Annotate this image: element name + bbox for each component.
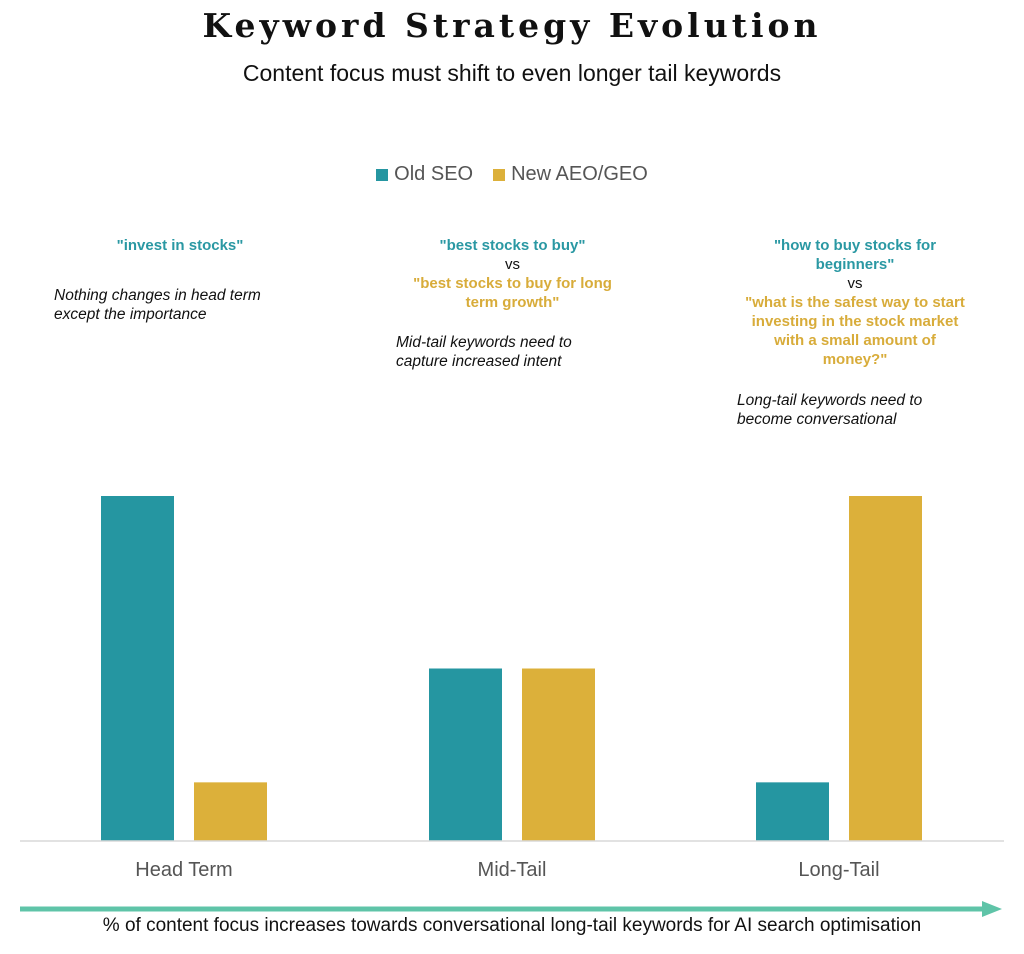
- progress-arrow-head: [982, 901, 1002, 917]
- bar-new-aeo-geo-mid-tail: [522, 668, 595, 841]
- chart-subtitle: Content focus must shift to even longer …: [242, 60, 782, 86]
- note-head-term: Nothing changes in head term except the …: [54, 287, 261, 323]
- keyword-old-mid: "best stocks to buy": [439, 237, 586, 254]
- keyword-new-long: "what is the safest way to start investi…: [745, 294, 965, 368]
- x-tick-label-mid-tail: Mid-Tail: [478, 859, 547, 881]
- legend: Old SEO New AEO/GEO: [0, 163, 1024, 186]
- legend-item-new: New AEO/GEO: [493, 163, 648, 186]
- annotation-long-tail: "how to buy stocks for beginners" vs "wh…: [740, 236, 970, 369]
- x-tick-label-head-term: Head Term: [135, 859, 232, 881]
- legend-swatch-new: [493, 168, 506, 181]
- chart-title: Keyword Strategy Evolution: [202, 6, 822, 45]
- keyword-old-head: "invest in stocks": [116, 237, 244, 254]
- keyword-old-long: "how to buy stocks for beginners": [773, 237, 937, 273]
- vs-mid: vs: [505, 256, 520, 273]
- keyword-new-mid: "best stocks to buy for long term growth…: [413, 275, 612, 311]
- footer-caption: % of content focus increases towards con…: [102, 915, 922, 936]
- legend-label-new: New AEO/GEO: [511, 163, 648, 185]
- legend-swatch-old: [376, 168, 389, 181]
- bar-new-aeo-geo-head-term: [194, 782, 267, 841]
- annotation-head-term: "invest in stocks": [70, 236, 290, 255]
- legend-item-old: Old SEO: [376, 163, 473, 186]
- note-long-tail: Long-tail keywords need to become conver…: [737, 392, 923, 428]
- bar-old-seo-long-tail: [756, 782, 829, 841]
- note-mid-tail: Mid-tail keywords need to capture increa…: [396, 334, 572, 370]
- annotation-mid-tail: "best stocks to buy" vs "best stocks to …: [400, 236, 625, 312]
- legend-label-old: Old SEO: [394, 163, 474, 185]
- bar-old-seo-mid-tail: [429, 668, 502, 841]
- bar-new-aeo-geo-long-tail: [849, 496, 922, 841]
- bar-old-seo-head-term: [101, 496, 174, 841]
- x-tick-label-long-tail: Long-Tail: [798, 859, 879, 881]
- vs-long: vs: [847, 275, 863, 292]
